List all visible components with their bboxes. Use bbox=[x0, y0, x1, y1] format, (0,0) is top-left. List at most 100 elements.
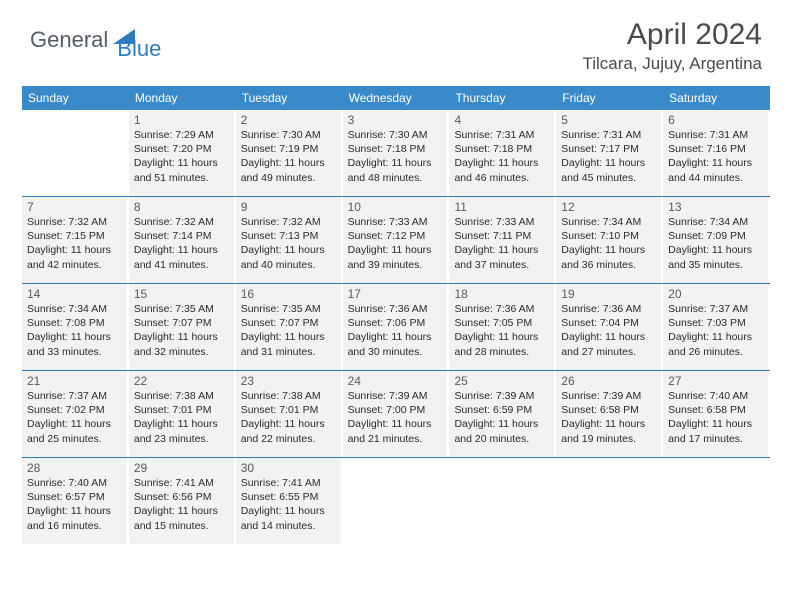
title-block: April 2024 Tilcara, Jujuy, Argentina bbox=[582, 18, 762, 74]
day-number: 8 bbox=[134, 200, 229, 214]
sunrise-line: Sunrise: 7:32 AM bbox=[134, 215, 229, 229]
day-number: 7 bbox=[27, 200, 122, 214]
day-number: 6 bbox=[668, 113, 763, 127]
day-number: 17 bbox=[348, 287, 443, 301]
sunset-line: Sunset: 7:18 PM bbox=[348, 142, 443, 156]
sunrise-line: Sunrise: 7:38 AM bbox=[241, 389, 336, 403]
daylight-line: Daylight: 11 hours bbox=[134, 156, 229, 170]
day-cell: 7Sunrise: 7:32 AMSunset: 7:15 PMDaylight… bbox=[22, 197, 129, 283]
sunrise-line: Sunrise: 7:31 AM bbox=[561, 128, 656, 142]
sunrise-line: Sunrise: 7:34 AM bbox=[27, 302, 122, 316]
daylight-line: Daylight: 11 hours bbox=[668, 243, 763, 257]
week-row: 28Sunrise: 7:40 AMSunset: 6:57 PMDayligh… bbox=[22, 458, 770, 544]
daylight-line: and 27 minutes. bbox=[561, 345, 656, 359]
daylight-line: and 22 minutes. bbox=[241, 432, 336, 446]
day-cell-blank bbox=[343, 458, 450, 544]
logo: General Blue bbox=[30, 18, 161, 62]
day-cell: 24Sunrise: 7:39 AMSunset: 7:00 PMDayligh… bbox=[343, 371, 450, 457]
daylight-line: Daylight: 11 hours bbox=[454, 156, 549, 170]
day-cell: 30Sunrise: 7:41 AMSunset: 6:55 PMDayligh… bbox=[236, 458, 343, 544]
daylight-line: Daylight: 11 hours bbox=[668, 417, 763, 431]
day-number: 30 bbox=[241, 461, 336, 475]
sunset-line: Sunset: 7:11 PM bbox=[454, 229, 549, 243]
sunset-line: Sunset: 6:58 PM bbox=[668, 403, 763, 417]
sunrise-line: Sunrise: 7:34 AM bbox=[668, 215, 763, 229]
header: General Blue April 2024 Tilcara, Jujuy, … bbox=[0, 0, 792, 80]
week-row: 21Sunrise: 7:37 AMSunset: 7:02 PMDayligh… bbox=[22, 371, 770, 458]
daylight-line: Daylight: 11 hours bbox=[134, 243, 229, 257]
day-cell: 1Sunrise: 7:29 AMSunset: 7:20 PMDaylight… bbox=[129, 110, 236, 196]
daylight-line: and 17 minutes. bbox=[668, 432, 763, 446]
day-header: Monday bbox=[129, 86, 236, 110]
day-cell: 28Sunrise: 7:40 AMSunset: 6:57 PMDayligh… bbox=[22, 458, 129, 544]
day-number: 15 bbox=[134, 287, 229, 301]
daylight-line: and 31 minutes. bbox=[241, 345, 336, 359]
sunset-line: Sunset: 6:56 PM bbox=[134, 490, 229, 504]
sunrise-line: Sunrise: 7:38 AM bbox=[134, 389, 229, 403]
day-number: 19 bbox=[561, 287, 656, 301]
daylight-line: and 28 minutes. bbox=[454, 345, 549, 359]
daylight-line: and 40 minutes. bbox=[241, 258, 336, 272]
day-number: 18 bbox=[454, 287, 549, 301]
day-number: 16 bbox=[241, 287, 336, 301]
sunset-line: Sunset: 7:01 PM bbox=[241, 403, 336, 417]
sunrise-line: Sunrise: 7:39 AM bbox=[454, 389, 549, 403]
day-cell: 21Sunrise: 7:37 AMSunset: 7:02 PMDayligh… bbox=[22, 371, 129, 457]
sunrise-line: Sunrise: 7:33 AM bbox=[348, 215, 443, 229]
sunset-line: Sunset: 7:15 PM bbox=[27, 229, 122, 243]
daylight-line: Daylight: 11 hours bbox=[27, 243, 122, 257]
daylight-line: Daylight: 11 hours bbox=[241, 156, 336, 170]
day-number: 14 bbox=[27, 287, 122, 301]
daylight-line: and 45 minutes. bbox=[561, 171, 656, 185]
day-cell: 23Sunrise: 7:38 AMSunset: 7:01 PMDayligh… bbox=[236, 371, 343, 457]
day-number: 12 bbox=[561, 200, 656, 214]
day-header: Sunday bbox=[22, 86, 129, 110]
daylight-line: Daylight: 11 hours bbox=[134, 417, 229, 431]
daylight-line: Daylight: 11 hours bbox=[27, 504, 122, 518]
daylight-line: and 41 minutes. bbox=[134, 258, 229, 272]
sunrise-line: Sunrise: 7:32 AM bbox=[27, 215, 122, 229]
day-cell: 19Sunrise: 7:36 AMSunset: 7:04 PMDayligh… bbox=[556, 284, 663, 370]
sunrise-line: Sunrise: 7:36 AM bbox=[454, 302, 549, 316]
sunset-line: Sunset: 7:07 PM bbox=[134, 316, 229, 330]
daylight-line: and 23 minutes. bbox=[134, 432, 229, 446]
day-number: 28 bbox=[27, 461, 122, 475]
daylight-line: Daylight: 11 hours bbox=[134, 330, 229, 344]
day-header: Wednesday bbox=[343, 86, 450, 110]
daylight-line: and 33 minutes. bbox=[27, 345, 122, 359]
daylight-line: and 19 minutes. bbox=[561, 432, 656, 446]
day-number: 4 bbox=[454, 113, 549, 127]
daylight-line: Daylight: 11 hours bbox=[348, 417, 443, 431]
day-cell-blank bbox=[556, 458, 663, 544]
day-number: 29 bbox=[134, 461, 229, 475]
daylight-line: and 35 minutes. bbox=[668, 258, 763, 272]
sunrise-line: Sunrise: 7:33 AM bbox=[454, 215, 549, 229]
day-cell: 20Sunrise: 7:37 AMSunset: 7:03 PMDayligh… bbox=[663, 284, 770, 370]
daylight-line: and 37 minutes. bbox=[454, 258, 549, 272]
sunset-line: Sunset: 7:05 PM bbox=[454, 316, 549, 330]
sunset-line: Sunset: 7:09 PM bbox=[668, 229, 763, 243]
day-number: 11 bbox=[454, 200, 549, 214]
day-cell: 6Sunrise: 7:31 AMSunset: 7:16 PMDaylight… bbox=[663, 110, 770, 196]
day-cell: 29Sunrise: 7:41 AMSunset: 6:56 PMDayligh… bbox=[129, 458, 236, 544]
daylight-line: Daylight: 11 hours bbox=[561, 330, 656, 344]
day-cell: 11Sunrise: 7:33 AMSunset: 7:11 PMDayligh… bbox=[449, 197, 556, 283]
day-header: Thursday bbox=[449, 86, 556, 110]
day-number: 21 bbox=[27, 374, 122, 388]
daylight-line: Daylight: 11 hours bbox=[241, 417, 336, 431]
day-number: 24 bbox=[348, 374, 443, 388]
daylight-line: and 30 minutes. bbox=[348, 345, 443, 359]
day-cell: 14Sunrise: 7:34 AMSunset: 7:08 PMDayligh… bbox=[22, 284, 129, 370]
logo-text-general: General bbox=[30, 27, 108, 53]
daylight-line: Daylight: 11 hours bbox=[241, 243, 336, 257]
sunrise-line: Sunrise: 7:34 AM bbox=[561, 215, 656, 229]
day-cell: 15Sunrise: 7:35 AMSunset: 7:07 PMDayligh… bbox=[129, 284, 236, 370]
sunset-line: Sunset: 6:55 PM bbox=[241, 490, 336, 504]
day-cell: 12Sunrise: 7:34 AMSunset: 7:10 PMDayligh… bbox=[556, 197, 663, 283]
week-row: 14Sunrise: 7:34 AMSunset: 7:08 PMDayligh… bbox=[22, 284, 770, 371]
daylight-line: Daylight: 11 hours bbox=[668, 330, 763, 344]
sunset-line: Sunset: 7:14 PM bbox=[134, 229, 229, 243]
daylight-line: and 42 minutes. bbox=[27, 258, 122, 272]
day-number: 9 bbox=[241, 200, 336, 214]
day-header: Tuesday bbox=[236, 86, 343, 110]
